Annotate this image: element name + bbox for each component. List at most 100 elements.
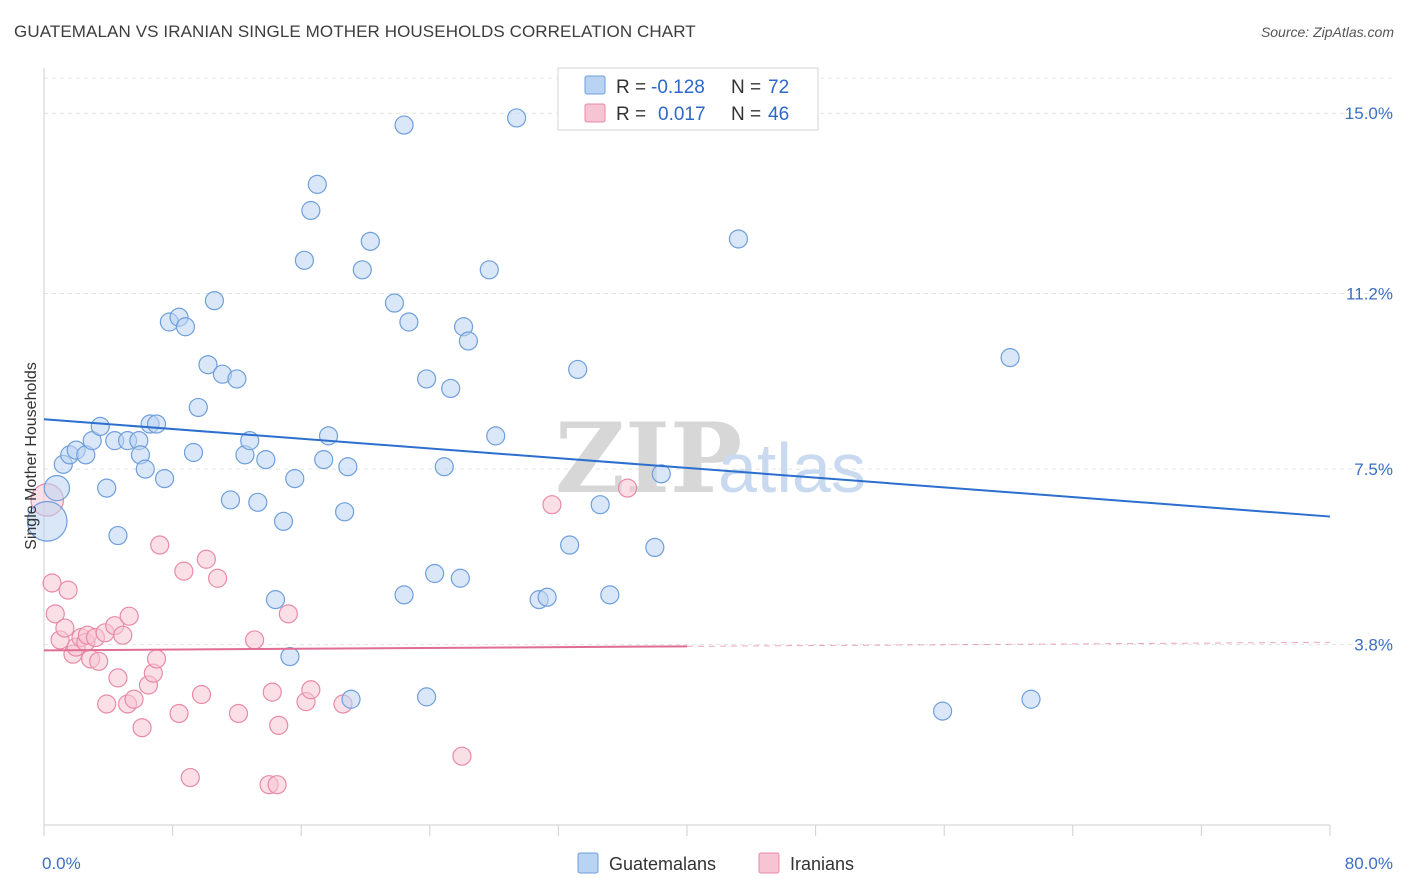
legend-r-label-1: R = bbox=[616, 77, 646, 98]
guatemalans-point-24 bbox=[204, 291, 224, 311]
series-swatch-guatemalans bbox=[577, 852, 599, 874]
y-tick-label-2: 11.2% bbox=[1346, 285, 1393, 304]
series-legend: Guatemalans Iranians bbox=[577, 852, 854, 874]
guatemalans-point-63 bbox=[560, 535, 580, 555]
guatemalans-point-35 bbox=[285, 468, 305, 489]
guatemalans-point-36 bbox=[294, 250, 315, 270]
guatemalans-point-9 bbox=[108, 525, 128, 546]
guatemalans-point-37 bbox=[301, 200, 321, 221]
iranians-point-1 bbox=[42, 573, 62, 593]
x-tick-label-0: 0.0% bbox=[42, 854, 81, 873]
guatemalans-point-54 bbox=[441, 378, 461, 399]
y-tick-label-1: 7.5% bbox=[1354, 460, 1393, 479]
legend-swatch-blue bbox=[584, 75, 606, 95]
iranians-point-26 bbox=[150, 535, 170, 555]
guatemalans-point-48 bbox=[394, 115, 414, 135]
guatemalans-point-69 bbox=[728, 229, 749, 249]
guatemalans-point-27 bbox=[220, 490, 241, 510]
iranians-point-31 bbox=[196, 549, 216, 569]
correlation-legend: R = -0.128 N = 72 R = 0.017 N = 46 bbox=[557, 67, 819, 131]
iranians-trendline bbox=[43, 645, 688, 652]
guatemalans-point-31 bbox=[256, 450, 276, 470]
legend-n-value-1: 72 bbox=[768, 77, 789, 98]
guatemalans-point-53 bbox=[434, 457, 454, 477]
series-swatch-iranians bbox=[758, 852, 780, 874]
guatemalans-point-59 bbox=[486, 426, 506, 446]
guatemalans-point-38 bbox=[307, 174, 327, 194]
guatemalans-point-42 bbox=[338, 457, 358, 477]
chart-title: GUATEMALAN VS IRANIAN SINGLE MOTHER HOUS… bbox=[14, 22, 696, 41]
axes bbox=[43, 68, 1331, 836]
guatemalans-point-67 bbox=[645, 537, 665, 558]
guatemalans-point-14 bbox=[135, 459, 155, 479]
guatemalans-point-32 bbox=[265, 590, 286, 610]
guatemalans-point-52 bbox=[425, 563, 445, 584]
guatemalans-point-34 bbox=[280, 646, 300, 667]
iranians-point-39 bbox=[278, 604, 298, 624]
guatemalans-point-26 bbox=[227, 369, 247, 389]
guatemalans-point-47 bbox=[394, 585, 414, 605]
guatemalans-point-1 bbox=[43, 474, 71, 502]
guatemalans-point-68 bbox=[651, 464, 671, 484]
guatemalans-point-8 bbox=[97, 478, 117, 498]
iranians-point-13 bbox=[89, 651, 109, 671]
iranians-point-37 bbox=[269, 715, 289, 735]
gridlines bbox=[44, 77, 1395, 646]
guatemalans-point-66 bbox=[600, 585, 620, 605]
guatemalans-points bbox=[26, 108, 1041, 721]
y-tick-label-3: 15.0% bbox=[1345, 104, 1393, 123]
iranians-point-4 bbox=[55, 618, 75, 638]
legend-swatch-pink bbox=[584, 103, 606, 123]
y-axis-label: Single Mother Households bbox=[23, 362, 40, 550]
iranians-point-34 bbox=[244, 630, 265, 650]
guatemalans-point-22 bbox=[188, 397, 208, 418]
guatemalans-point-45 bbox=[360, 231, 380, 251]
iranians-point-43 bbox=[452, 746, 472, 766]
guatemalans-point-50 bbox=[416, 369, 437, 389]
iranians-point-30 bbox=[191, 684, 212, 705]
guatemalans-point-62 bbox=[537, 587, 557, 607]
iranians-point-20 bbox=[119, 606, 139, 626]
iranians-point-45 bbox=[617, 478, 638, 498]
guatemalans-point-39 bbox=[314, 450, 334, 470]
iranians-point-29 bbox=[180, 767, 200, 788]
y-tick-label-0: 3.8% bbox=[1354, 636, 1393, 655]
guatemalans-point-20 bbox=[175, 317, 196, 337]
watermark: ZIP atlas bbox=[555, 402, 866, 515]
iranians-point-5 bbox=[58, 580, 78, 600]
guatemalans-point-23 bbox=[198, 355, 218, 375]
x-tick-label-1: 80.0% bbox=[1345, 854, 1393, 873]
guatemalans-point-44 bbox=[352, 260, 372, 280]
guatemalans-point-72 bbox=[1021, 689, 1041, 709]
iranians-point-15 bbox=[97, 694, 117, 714]
guatemalans-point-60 bbox=[507, 108, 527, 128]
watermark-zip: ZIP bbox=[555, 402, 742, 515]
guatemalans-point-21 bbox=[183, 442, 204, 463]
legend-n-label-1: N = bbox=[731, 77, 761, 98]
legend-r-label-2: R = bbox=[616, 104, 646, 125]
iranians-point-33 bbox=[228, 703, 249, 724]
iranians-point-41 bbox=[301, 680, 321, 700]
guatemalans-point-43 bbox=[341, 689, 361, 709]
legend-n-label-2: N = bbox=[731, 104, 761, 125]
series-label-iranians: Iranians bbox=[790, 854, 854, 874]
trendlines bbox=[43, 418, 1331, 652]
iranians-point-38 bbox=[267, 775, 287, 795]
legend-r-value-2: 0.017 bbox=[658, 104, 706, 125]
iranians-point-18 bbox=[113, 625, 133, 645]
guatemalans-point-46 bbox=[384, 293, 405, 313]
iranians-point-22 bbox=[132, 718, 152, 738]
watermark-atlas: atlas bbox=[718, 429, 866, 507]
guatemalans-point-57 bbox=[458, 331, 478, 351]
guatemalans-point-49 bbox=[399, 312, 419, 332]
guatemalans-point-55 bbox=[450, 568, 470, 588]
guatemalans-point-7 bbox=[90, 416, 110, 437]
iranians-point-25 bbox=[146, 649, 167, 669]
guatemalans-point-58 bbox=[479, 260, 499, 280]
guatemalans-point-65 bbox=[590, 495, 610, 515]
iranians-point-44 bbox=[542, 495, 562, 515]
iranians-point-28 bbox=[174, 561, 194, 581]
iranians-point-27 bbox=[169, 703, 189, 724]
iranians-point-21 bbox=[124, 689, 144, 709]
guatemalans-point-71 bbox=[1000, 347, 1020, 368]
